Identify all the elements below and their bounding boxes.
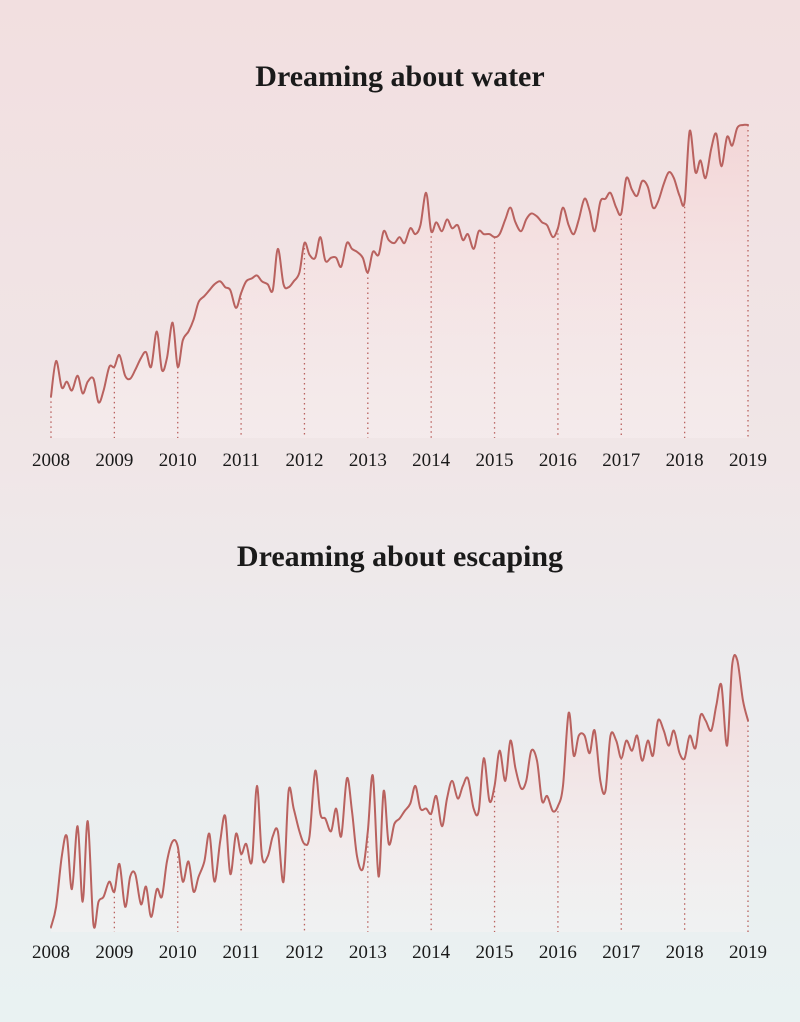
x-tick-label: 2018 bbox=[666, 450, 704, 471]
x-tick-label: 2009 bbox=[95, 942, 133, 963]
x-tick-label: 2013 bbox=[349, 942, 387, 963]
x-tick-label: 2019 bbox=[729, 942, 767, 963]
x-tick-label: 2010 bbox=[159, 450, 197, 471]
x-tick-label: 2009 bbox=[95, 450, 133, 471]
x-tick-label: 2014 bbox=[412, 942, 451, 963]
x-tick-label: 2011 bbox=[222, 450, 259, 471]
x-tick-label: 2015 bbox=[476, 942, 514, 963]
x-tick-label: 2017 bbox=[602, 942, 640, 963]
x-tick-label: 2014 bbox=[412, 450, 451, 471]
line-chart: 2008 2009 2010 2011 2012 2013 2014 2015 2016 2017… bbox=[32, 123, 767, 471]
chart-water: Dreaming about water 2008 2009 2010 2011 201… bbox=[0, 0, 800, 500]
x-tick-label: 2016 bbox=[539, 450, 577, 471]
series-area bbox=[51, 124, 748, 438]
series-line bbox=[50, 653, 749, 929]
x-tick-label: 2010 bbox=[159, 942, 197, 963]
x-tick-label: 2015 bbox=[476, 450, 514, 471]
x-tick-label: 2019 bbox=[729, 450, 767, 471]
x-tick-label: 2011 bbox=[222, 942, 259, 963]
x-tick-label: 2012 bbox=[285, 450, 323, 471]
x-tick-label: 2018 bbox=[666, 942, 704, 963]
chart-title: Dreaming about water bbox=[255, 60, 545, 93]
x-tick-label: 2012 bbox=[285, 942, 323, 963]
chart-title: Dreaming about escaping bbox=[236, 540, 564, 573]
x-tick-label: 2016 bbox=[539, 942, 577, 963]
x-tick-label: 2013 bbox=[349, 450, 387, 471]
x-tick-label: 2008 bbox=[32, 450, 70, 471]
x-tick-label: 2017 bbox=[602, 450, 640, 471]
series-area bbox=[51, 654, 748, 932]
series-line bbox=[50, 123, 749, 404]
x-tick-label: 2008 bbox=[32, 942, 70, 963]
